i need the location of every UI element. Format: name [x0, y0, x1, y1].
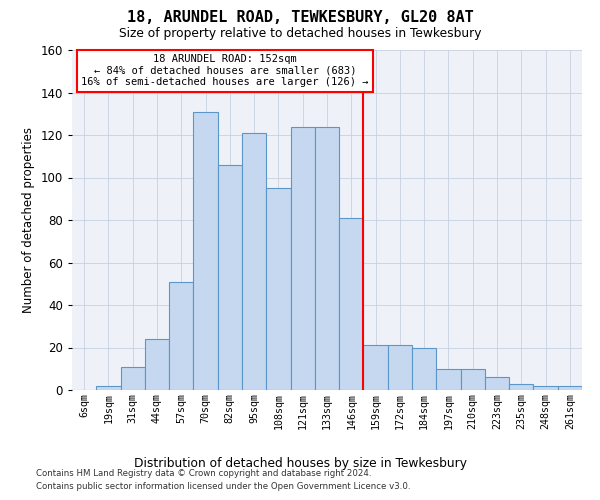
- Bar: [290, 126, 315, 390]
- Bar: [461, 369, 485, 390]
- Y-axis label: Number of detached properties: Number of detached properties: [22, 127, 35, 313]
- Bar: [412, 348, 436, 390]
- Bar: [339, 218, 364, 390]
- Bar: [121, 366, 145, 390]
- Bar: [485, 378, 509, 390]
- Bar: [364, 346, 388, 390]
- Bar: [558, 386, 582, 390]
- Bar: [533, 386, 558, 390]
- Text: Size of property relative to detached houses in Tewkesbury: Size of property relative to detached ho…: [119, 28, 481, 40]
- Bar: [218, 165, 242, 390]
- Bar: [242, 133, 266, 390]
- Bar: [509, 384, 533, 390]
- Text: Contains public sector information licensed under the Open Government Licence v3: Contains public sector information licen…: [36, 482, 410, 491]
- Bar: [145, 339, 169, 390]
- Bar: [315, 126, 339, 390]
- Bar: [388, 346, 412, 390]
- Bar: [96, 386, 121, 390]
- Bar: [436, 369, 461, 390]
- Text: 18, ARUNDEL ROAD, TEWKESBURY, GL20 8AT: 18, ARUNDEL ROAD, TEWKESBURY, GL20 8AT: [127, 10, 473, 25]
- Text: Contains HM Land Registry data © Crown copyright and database right 2024.: Contains HM Land Registry data © Crown c…: [36, 468, 371, 477]
- Bar: [193, 112, 218, 390]
- Text: 18 ARUNDEL ROAD: 152sqm
← 84% of detached houses are smaller (683)
16% of semi-d: 18 ARUNDEL ROAD: 152sqm ← 84% of detache…: [81, 54, 369, 88]
- Text: Distribution of detached houses by size in Tewkesbury: Distribution of detached houses by size …: [133, 458, 467, 470]
- Bar: [266, 188, 290, 390]
- Bar: [169, 282, 193, 390]
